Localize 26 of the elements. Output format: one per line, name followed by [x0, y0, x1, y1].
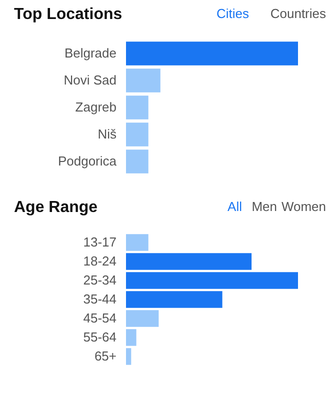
text: Women — [281, 199, 326, 214]
chart-title: Top Locations — [14, 6, 122, 23]
bar — [126, 234, 148, 251]
y-tick-label: 45-54 — [83, 310, 116, 326]
y-tick-label: 35-44 — [83, 292, 116, 306]
y-tick-label: 25-34 — [83, 272, 116, 288]
bar — [126, 310, 159, 327]
y-tick-label: 65+ — [94, 348, 116, 364]
bar — [126, 291, 222, 308]
chart-title: Age Range — [14, 199, 98, 216]
bar — [126, 329, 136, 346]
text: Countries — [270, 6, 326, 21]
y-tick-label: 13-17 — [83, 234, 116, 250]
bar — [126, 272, 298, 289]
text: Men — [252, 199, 277, 214]
y-tick-label: 55-64 — [83, 330, 116, 344]
y-tick-label: Podgorica — [58, 154, 118, 168]
y-tick-label: Niš — [98, 126, 117, 142]
y-tick-label: 18-24 — [83, 254, 116, 268]
y-tick-label: Belgrade — [64, 46, 116, 60]
text: All — [228, 199, 242, 214]
text: Cities — [216, 6, 250, 21]
y-tick-label: Zagreb — [75, 100, 116, 114]
bar — [126, 253, 252, 270]
y-tick-label: Novi Sad — [64, 72, 116, 88]
bar — [126, 348, 132, 365]
